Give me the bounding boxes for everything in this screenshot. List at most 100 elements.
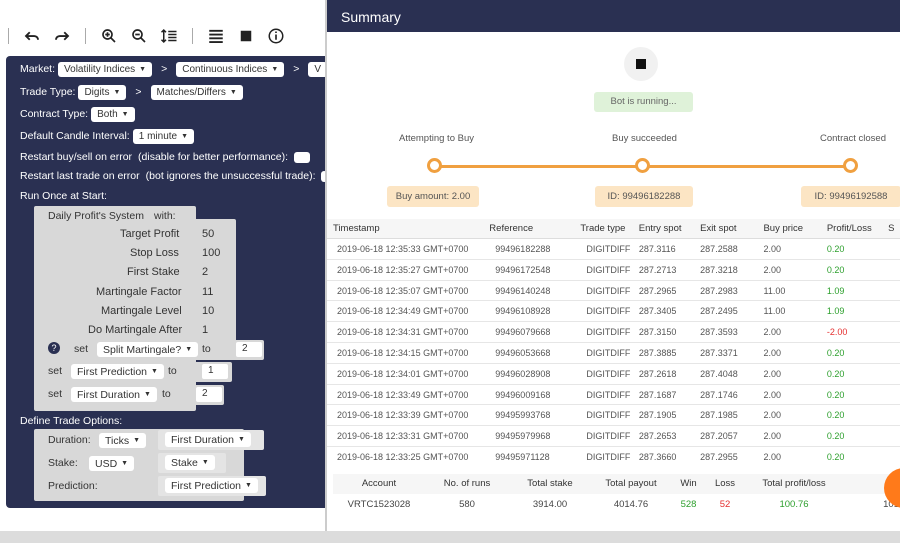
set-first-prediction-block[interactable]: set First Prediction ▼ to 1 [42,362,232,382]
table-row[interactable]: 2019-06-18 12:33:25 GMT+0700 99495971128 D… [327,447,900,463]
table-row[interactable]: 2019-06-18 12:33:49 GMT+0700 99496009168 D… [327,385,900,406]
param-values-block [192,219,236,351]
duration-unit-dropdown[interactable]: Ticks ▼ [99,433,147,448]
stake-value-block[interactable]: Stake ▼ [158,453,226,473]
list-icon[interactable] [205,25,227,47]
sort-icon[interactable] [158,25,180,47]
bot-status-badge: Bot is running... [594,92,693,112]
table-cell: 287.2495 [700,306,738,317]
table-cell: 2019-06-18 12:35:07 GMT+0700 [337,285,469,296]
floating-action-button[interactable] [884,468,900,508]
summary-title: Summary [327,0,900,32]
zoom-in-icon[interactable] [98,25,120,47]
account-id: VRTC1523028 [347,499,411,510]
column-header: Exit spot [700,223,737,234]
buy-id-box: ID: 99496182288 [595,186,693,207]
table-cell: DIGITDIFF [586,389,631,400]
column-header: Total profit/loss [762,478,826,489]
table-row[interactable]: 2019-06-18 12:35:33 GMT+0700 99496182288 D… [327,239,900,260]
duration-value-block[interactable]: First Duration ▼ [158,430,264,450]
set-first-duration-block[interactable]: set First Duration ▼ to 2 [42,385,224,405]
redo-icon[interactable] [51,25,73,47]
table-cell: 2019-06-18 12:35:33 GMT+0700 [337,244,469,254]
column-header: Total payout [605,478,657,489]
first-duration-value-input[interactable]: 2 [196,387,222,402]
contract-type-dropdown[interactable]: Both ▼ [91,106,135,122]
table-cell [888,239,900,259]
stop-bot-button[interactable] [624,47,658,81]
split-martingale-value-input[interactable]: 2 [236,342,262,357]
table-cell: 99495971128 [495,451,550,462]
step-dot [843,158,858,173]
submarket-dropdown[interactable]: Continuous Indices ▼ [176,61,285,77]
trade-type-row: Trade Type: Digits ▼ > Matches/Differs ▼ [20,83,246,101]
symbol-dropdown[interactable]: V [308,61,325,77]
table-cell: 287.2618 [638,368,677,379]
prediction-variable-dropdown[interactable]: First Prediction ▼ [165,478,258,493]
bot-workspace: Market: Volatility Indices ▼ > Continuous… [0,0,326,531]
table-row[interactable]: 2019-06-18 12:34:49 GMT+0700 99496108928 D… [327,301,900,323]
first-prediction-variable-dropdown[interactable]: First Prediction ▼ [71,364,164,379]
stop-loss-input[interactable]: 100 [202,247,221,259]
table-row[interactable]: 2019-06-18 12:33:31 GMT+0700 99495979968 D… [327,426,900,447]
table-row[interactable]: 2019-06-18 12:33:39 GMT+0700 99495993768 D… [327,405,900,427]
martingale-factor-input[interactable]: 11 [202,286,214,298]
table-cell: 0.20 [826,431,845,442]
do-martingale-after-input[interactable]: 1 [202,324,209,336]
table-row[interactable]: 2019-06-18 12:34:15 GMT+0700 99496053668 D… [327,343,900,364]
first-stake-input[interactable]: 2 [202,266,209,278]
restart-buy-checkbox[interactable] [294,151,311,163]
table-cell: 0.20 [826,410,845,421]
split-martingale-variable-dropdown[interactable]: Split Martingale? ▼ [97,342,199,357]
set-split-martingale-block[interactable]: ? set Split Martingale? ▼ to 2 [42,340,264,360]
transactions-table[interactable]: Timestamp Reference Trade type Entry spo… [327,219,900,463]
help-icon[interactable]: ? [48,342,60,354]
market-dropdown[interactable]: Volatility Indices ▼ [58,61,153,77]
table-header: Timestamp Reference Trade type Entry spo… [327,219,900,239]
to-label: to [162,388,171,400]
martingale-level-input[interactable]: 10 [202,305,215,317]
table-cell: DIGITDIFF [586,264,631,275]
table-cell: DIGITDIFF [586,327,631,338]
step-attempting-label: Attempting to Buy [399,133,474,144]
stop-icon [636,59,646,69]
table-cell: 1.09 [826,285,845,296]
with-label: with: [154,210,176,222]
currency-dropdown[interactable]: USD ▼ [89,456,135,471]
table-row[interactable]: 2019-06-18 12:34:01 GMT+0700 99496028908 D… [327,364,900,385]
trade-type-dropdown[interactable]: Matches/Differs ▼ [150,84,243,100]
stake-variable-dropdown[interactable]: Stake ▼ [165,455,215,470]
target-profit-input[interactable]: 50 [202,228,215,240]
table-row[interactable]: 2019-06-18 12:34:31 GMT+0700 99496079668 D… [327,322,900,343]
table-row[interactable]: 2019-06-18 12:35:07 GMT+0700 99496140248 D… [327,281,900,302]
column-header: Reference [489,223,534,234]
stop-icon[interactable] [235,25,257,47]
duration-variable-dropdown[interactable]: First Duration ▼ [165,432,251,447]
column-header: Profit/Loss [826,223,872,234]
trade-category-dropdown[interactable]: Digits ▼ [78,84,127,100]
table-cell: 2.00 [763,327,782,338]
table-cell: 99496182288 [495,244,551,254]
workspace-toolbar [0,18,325,54]
info-icon[interactable] [265,25,287,47]
account-summary-header: Account No. of runs Total stake Total pa… [333,474,899,494]
undo-icon[interactable] [21,25,43,47]
table-cell: 11.00 [763,285,786,296]
contract-type-row: Contract Type: Both ▼ [20,105,138,123]
prediction-value-block[interactable]: First Prediction ▼ [158,476,266,496]
step-dot [427,158,442,173]
market-row: Market: Volatility Indices ▼ > Continuous… [20,60,325,78]
set-label: set [48,365,63,377]
candle-interval-dropdown[interactable]: 1 minute ▼ [132,128,195,144]
trade-parameters-block[interactable]: Market: Volatility Indices ▼ > Continuous… [6,56,325,508]
zoom-out-icon[interactable] [128,25,150,47]
total-payout: 4014.76 [613,499,649,510]
first-prediction-value-input[interactable]: 1 [202,364,228,379]
first-duration-variable-dropdown[interactable]: First Duration ▼ [71,387,157,402]
table-row[interactable]: 2019-06-18 12:35:27 GMT+0700 99496172548 D… [327,260,900,281]
daily-system-label: Daily Profit's System [48,210,144,222]
table-cell: 2019-06-18 12:33:39 GMT+0700 [337,410,469,421]
table-cell [888,322,900,342]
restart-last-checkbox[interactable] [321,170,325,182]
table-cell: 287.3885 [638,347,677,358]
